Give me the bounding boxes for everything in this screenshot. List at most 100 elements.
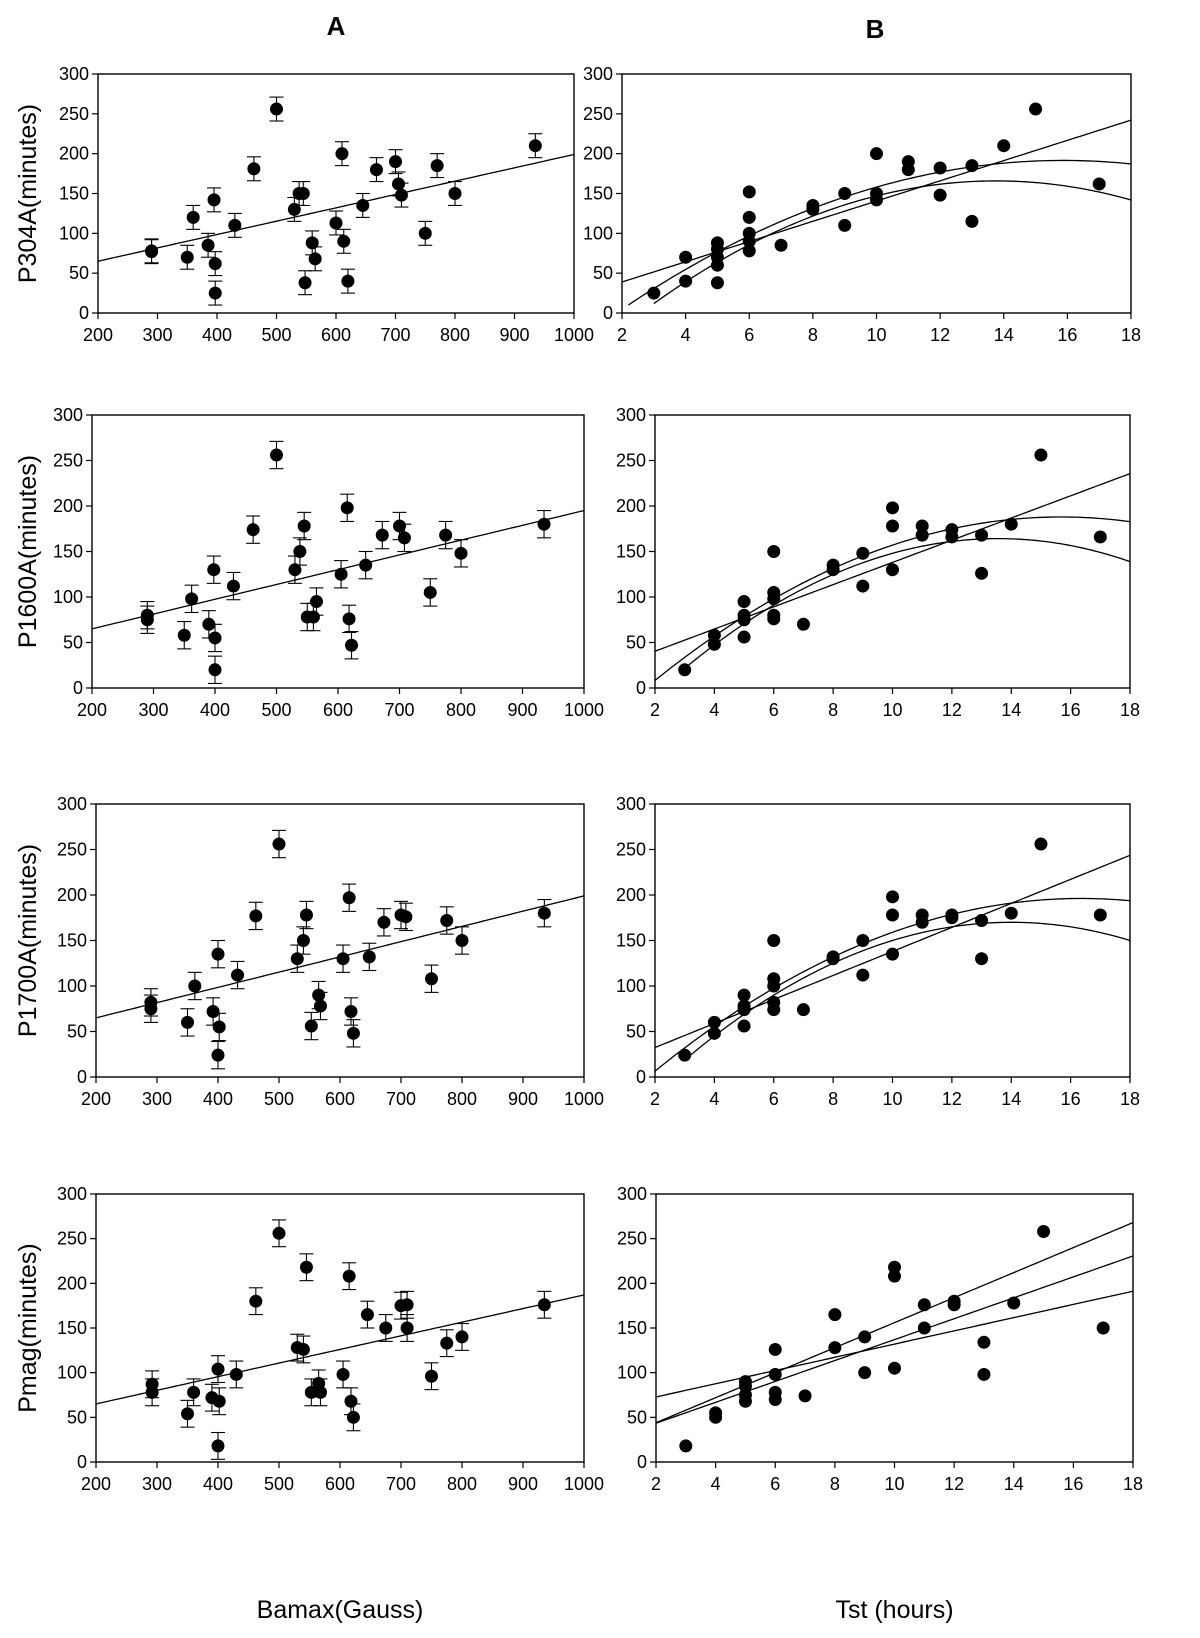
data-point — [710, 258, 724, 272]
data-point — [336, 952, 350, 966]
x-tick-label: 600 — [323, 700, 353, 720]
data-point — [767, 979, 781, 993]
data-point — [679, 250, 693, 264]
data-point — [886, 890, 899, 904]
data-point — [858, 1366, 872, 1380]
x-tick-label: 900 — [508, 1474, 538, 1494]
x-tick-label: 4 — [681, 325, 691, 345]
data-point — [679, 274, 693, 288]
x-tick-label: 1000 — [554, 325, 594, 345]
y-tick-label: 300 — [53, 405, 83, 425]
data-point — [397, 531, 411, 545]
fit-line-3 — [656, 1290, 1133, 1398]
x-tick-label: 600 — [321, 325, 351, 345]
x-tick-label: 500 — [261, 325, 291, 345]
y-tick-label: 100 — [616, 976, 646, 996]
data-point — [737, 1019, 751, 1033]
fit-line-1 — [96, 1294, 584, 1405]
data-point — [945, 530, 959, 544]
x-tick-label: 1000 — [564, 700, 604, 720]
x-tick-label: 6 — [769, 700, 779, 720]
data-point — [312, 988, 326, 1002]
data-point — [742, 185, 756, 199]
data-point — [737, 1003, 751, 1017]
x-tick-label: 300 — [142, 1089, 172, 1109]
x-tick-label: 14 — [1001, 700, 1021, 720]
y-tick-label: 0 — [79, 303, 89, 323]
data-point — [768, 1367, 782, 1381]
x-tick-label: 14 — [1001, 1089, 1021, 1109]
data-point — [888, 1269, 901, 1283]
data-point — [304, 1385, 318, 1399]
data-point — [933, 161, 947, 175]
data-point — [181, 1015, 194, 1029]
x-tick-label: 200 — [81, 1474, 111, 1494]
data-point — [425, 1369, 438, 1383]
data-point — [341, 274, 355, 288]
chart-panel-a1: 0 50 100 150 200 250 300 200 300 400 500 600 700 800 9… — [14, 64, 594, 345]
data-point — [1037, 1225, 1051, 1239]
data-point — [886, 563, 899, 577]
fit-line-1 — [656, 1221, 1133, 1424]
data-point — [377, 915, 391, 929]
data-point — [806, 202, 820, 216]
data-point — [1093, 530, 1107, 544]
x-tick-label: 18 — [1120, 700, 1140, 720]
data-point — [375, 528, 389, 542]
data-point — [856, 968, 870, 982]
data-point — [1096, 1321, 1110, 1335]
data-point — [709, 1410, 723, 1424]
data-point — [917, 1298, 931, 1312]
data-point — [208, 663, 222, 677]
data-point — [945, 911, 959, 925]
y-tick-label: 50 — [627, 1407, 647, 1427]
x-tick-label: 800 — [446, 700, 476, 720]
column-label-a: A — [327, 11, 346, 41]
y-tick-label: 300 — [616, 405, 646, 425]
data-point — [1007, 1296, 1021, 1310]
data-point — [886, 519, 899, 533]
y-axis-label: P304A(minutes) — [14, 104, 42, 283]
plot-frame — [95, 1193, 585, 1463]
data-point — [947, 1298, 961, 1312]
data-point — [858, 1330, 872, 1344]
y-tick-label: 150 — [616, 931, 646, 951]
data-point — [707, 1015, 721, 1029]
x-axis-title: Tst (hours) — [835, 1596, 953, 1624]
data-point — [439, 528, 453, 542]
x-tick-label: 4 — [709, 700, 719, 720]
chart-panel-b4: 0 50 100 150 200 250 300 2 4 6 8 10 12 14 16 18 Tst (hou… — [617, 1184, 1143, 1624]
x-tick-label: 800 — [440, 325, 470, 345]
data-point — [229, 1367, 243, 1381]
data-point — [342, 1269, 356, 1283]
plot-frame — [654, 414, 1131, 689]
data-point — [272, 1226, 286, 1240]
data-point — [710, 276, 724, 290]
x-tick-label: 400 — [203, 1089, 233, 1109]
data-point — [886, 947, 899, 961]
data-point — [1029, 102, 1043, 116]
data-point — [391, 177, 405, 191]
x-tick-label: 700 — [380, 325, 410, 345]
data-point — [329, 216, 343, 230]
data-point — [915, 519, 929, 533]
data-point — [977, 1367, 991, 1381]
x-tick-label: 2 — [651, 1474, 661, 1494]
data-point — [337, 234, 351, 248]
data-point — [290, 952, 304, 966]
fit-line-3 — [687, 921, 1130, 1058]
data-point — [344, 1394, 358, 1408]
data-point — [400, 1321, 414, 1335]
x-tick-label: 14 — [994, 325, 1014, 345]
data-point — [186, 210, 200, 224]
y-tick-label: 100 — [583, 223, 613, 243]
data-point — [212, 1020, 226, 1034]
data-point — [886, 501, 899, 515]
chart-panel-a2: 0 50 100 150 200 250 300 200 300 400 500 600 700 800 9… — [14, 405, 604, 720]
data-point — [707, 637, 721, 651]
y-tick-label: 100 — [57, 1363, 87, 1383]
y-axis-label: Pmag(minutes) — [14, 1243, 42, 1413]
x-tick-label: 18 — [1121, 325, 1141, 345]
data-point — [767, 592, 781, 606]
data-point — [425, 972, 438, 986]
